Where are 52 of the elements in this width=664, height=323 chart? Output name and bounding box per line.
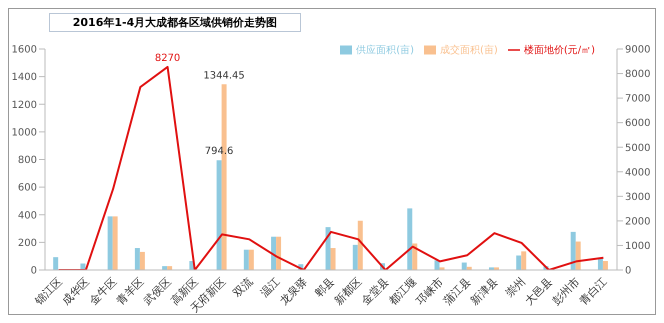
bar [521, 251, 526, 270]
x-tick-label: 双流 [230, 274, 256, 300]
y2-tick-label: 9000 [625, 44, 650, 56]
y2-tick-label: 6000 [625, 118, 650, 130]
y2-tick-label: 0 [625, 266, 632, 277]
y2-tick-label: 4000 [625, 167, 650, 178]
y-tick-label: 1600 [12, 44, 37, 56]
bar [53, 257, 58, 270]
y-tick-label: 1400 [12, 72, 37, 84]
bar [112, 216, 118, 270]
bar [248, 250, 254, 270]
y-tick-label: 0 [30, 266, 37, 277]
bar [276, 236, 282, 270]
data-label: 8270 [154, 52, 180, 64]
bar [108, 216, 113, 270]
x-tick-label: 崇州 [503, 274, 528, 300]
y2-tick-label: 3000 [625, 192, 650, 203]
bar [330, 248, 336, 270]
bar [352, 244, 358, 270]
y2-tick-label: 5000 [625, 142, 650, 154]
bar [134, 248, 140, 270]
line-series [58, 66, 604, 270]
bar [407, 208, 412, 270]
y-tick-label: 800 [18, 155, 37, 166]
bar [462, 262, 467, 270]
legend-label: 供应面积(亩) [356, 45, 414, 56]
bar [326, 227, 331, 270]
bar [516, 255, 522, 270]
bar [167, 266, 172, 270]
bar [570, 232, 576, 270]
y-tick-label: 400 [18, 210, 37, 222]
y-tick-label: 200 [18, 238, 37, 249]
chart-title: 2016年1-4月大成都各区域供销价走势图 [49, 13, 301, 32]
bar [162, 266, 168, 270]
bar [358, 220, 363, 270]
y-tick-label: 1000 [12, 127, 37, 138]
y-tick-label: 1200 [12, 100, 37, 111]
legend-label: 楼面地价(元/㎡) [524, 45, 595, 56]
bar [244, 250, 249, 270]
bar [576, 242, 581, 270]
y2-tick-label: 7000 [625, 94, 650, 105]
bar [140, 252, 145, 270]
y-tick-label: 600 [18, 182, 37, 194]
legend-label: 成交面积(亩) [440, 45, 498, 56]
bar [216, 160, 222, 270]
data-label: 1344.45 [203, 70, 245, 82]
bar [271, 236, 276, 270]
y2-tick-label: 2000 [625, 216, 650, 228]
bar [602, 261, 608, 270]
y2-tick-label: 8000 [625, 69, 650, 80]
data-label: 794.6 [204, 146, 234, 158]
y2-tick-label: 1000 [625, 240, 650, 252]
